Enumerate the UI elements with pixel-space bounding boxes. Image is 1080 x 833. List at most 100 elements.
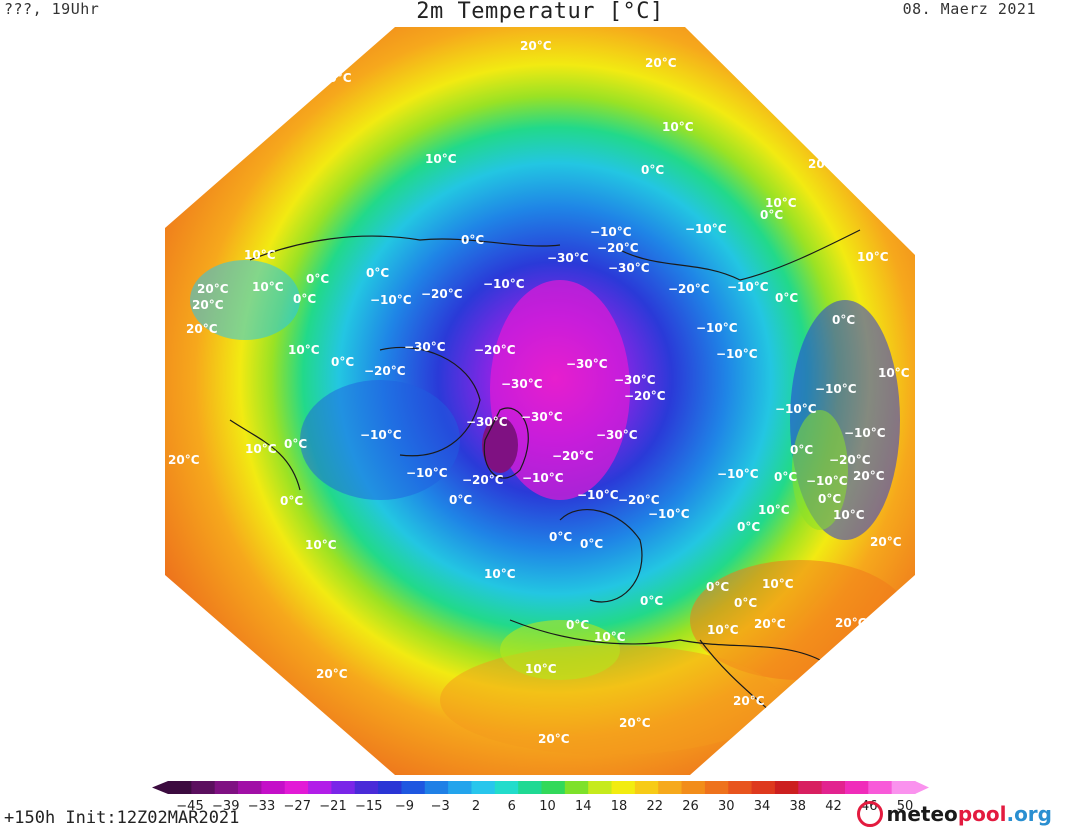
temp-label: −20°C xyxy=(829,453,871,467)
colorbar-swatch xyxy=(541,781,566,794)
temp-label: 20°C xyxy=(192,298,224,312)
colorbar-tick-label: 22 xyxy=(646,799,663,814)
colorbar-swatch xyxy=(891,781,916,794)
temp-label: −20°C xyxy=(597,241,639,255)
temp-label: 20°C xyxy=(197,282,229,296)
colorbar-swatch xyxy=(588,781,613,794)
temp-label: 20°C xyxy=(645,56,677,70)
colorbar-tick-label: 26 xyxy=(682,799,699,814)
temp-label: 0°C xyxy=(775,291,798,305)
colorbar-tick-label: −33 xyxy=(248,799,275,814)
colorbar-swatch xyxy=(471,781,496,794)
temp-label: −10°C xyxy=(716,347,758,361)
colorbar-tick-label: 18 xyxy=(611,799,628,814)
temp-label: 20°C xyxy=(853,469,885,483)
temp-label: 0°C xyxy=(641,163,664,177)
temp-label: −10°C xyxy=(648,507,690,521)
temp-label: 0°C xyxy=(706,580,729,594)
colorbar-tick-label: 38 xyxy=(789,799,806,814)
temp-label: 10°C xyxy=(245,442,277,456)
temp-label: 10°C xyxy=(484,567,516,581)
temp-label: 10°C xyxy=(833,508,865,522)
temp-label: 0°C xyxy=(549,530,572,544)
colorbar-swatch xyxy=(378,781,402,794)
colorbar-swatch xyxy=(751,781,776,794)
temp-label: −20°C xyxy=(421,287,463,301)
temp-label: 0°C xyxy=(640,594,663,608)
temp-label: −20°C xyxy=(364,364,406,378)
temp-label: −20°C xyxy=(624,389,666,403)
colorbar-swatch xyxy=(634,781,659,794)
temp-label: 0°C xyxy=(306,272,329,286)
temp-label: 10°C xyxy=(244,248,276,262)
temp-label: −20°C xyxy=(618,493,660,507)
colorbar-tick-label: 14 xyxy=(575,799,592,814)
logo-text-tld: .org xyxy=(1006,802,1052,826)
map-disc xyxy=(165,27,915,775)
colorbar-tick-label: 2 xyxy=(472,799,480,814)
temp-label: 0°C xyxy=(284,437,307,451)
temp-label: 0°C xyxy=(566,618,589,632)
colorbar-swatch xyxy=(564,781,589,794)
temp-label: 0°C xyxy=(832,313,855,327)
colorbar-swatch xyxy=(214,781,239,794)
temp-label: −10°C xyxy=(685,222,727,236)
temp-label: 20°C xyxy=(808,157,840,171)
colorbar-swatch xyxy=(308,781,332,794)
colorbar-swatch xyxy=(401,781,426,794)
colorbar-ticks: −45 −39 −33 −27 −21 −15 −9 −3 2 6 10 14 18 22 26 30 34 38… xyxy=(176,799,913,814)
temp-label: 10°C xyxy=(878,366,910,380)
colorbar-swatch xyxy=(681,781,706,794)
temp-label: 10°C xyxy=(425,152,457,166)
temp-label: 0°C xyxy=(280,494,303,508)
temp-label: 0°C xyxy=(461,233,484,247)
colorbar-tick-label: −9 xyxy=(395,799,414,814)
temp-label: −10°C xyxy=(696,321,738,335)
colorbar-swatch xyxy=(774,781,799,794)
temp-label: 0°C xyxy=(774,470,797,484)
temp-label: 20°C xyxy=(320,71,352,85)
colorbar-tick-label: 30 xyxy=(718,799,735,814)
colorbar-tick-label: −15 xyxy=(355,799,382,814)
colorbar-swatch xyxy=(518,781,542,794)
temp-label: −20°C xyxy=(668,282,710,296)
temp-label: 0°C xyxy=(737,520,760,534)
temp-label: −20°C xyxy=(474,343,516,357)
colorbar-tick-label: −21 xyxy=(319,799,346,814)
colorbar-tick-label: −45 xyxy=(176,799,203,814)
temp-label: −30°C xyxy=(608,261,650,275)
temp-label: 20°C xyxy=(835,616,867,630)
colorbar-swatch xyxy=(658,781,683,794)
temp-label: 20°C xyxy=(168,453,200,467)
temp-label: 0°C xyxy=(366,266,389,280)
temp-label: 20°C xyxy=(870,535,902,549)
colorbar-swatch xyxy=(331,781,356,794)
temp-label: −30°C xyxy=(521,410,563,424)
temp-label: 10°C xyxy=(857,250,889,264)
temp-label: 0°C xyxy=(818,492,841,506)
temp-label: −10°C xyxy=(370,293,412,307)
colorbar-tick-label: −27 xyxy=(284,799,311,814)
temp-label: −10°C xyxy=(522,471,564,485)
temp-label: 20°C xyxy=(520,39,552,53)
colorbar-swatch xyxy=(494,781,519,794)
temp-label: −30°C xyxy=(566,357,608,371)
logo-icon xyxy=(856,801,883,827)
map-title: 2m Temperatur [°C] xyxy=(416,0,664,24)
temp-label: −30°C xyxy=(596,428,638,442)
temp-label: 10°C xyxy=(525,662,557,676)
temp-label: −10°C xyxy=(590,225,632,239)
temp-label: −30°C xyxy=(404,340,446,354)
colorbar-swatch xyxy=(611,781,636,794)
temp-label: −10°C xyxy=(727,280,769,294)
colorbar-swatch xyxy=(238,781,262,794)
temp-label: −10°C xyxy=(360,428,402,442)
meteopool-logo[interactable]: meteo pool .org xyxy=(856,797,1052,831)
temp-label: 10°C xyxy=(758,503,790,517)
temp-label: 0°C xyxy=(580,537,603,551)
colorbar-swatch xyxy=(798,781,823,794)
colorbar-swatch xyxy=(168,781,192,794)
temp-label: −10°C xyxy=(806,474,848,488)
temp-label: −10°C xyxy=(483,277,525,291)
